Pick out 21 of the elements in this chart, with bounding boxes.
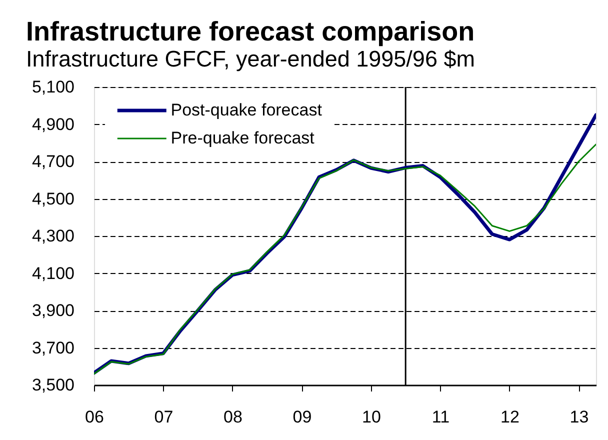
chart-title: Infrastructure forecast comparison [26, 16, 475, 46]
chart-subtitle: Infrastructure GFCF, year-ended 1995/96 $m [26, 46, 475, 72]
y-tick-label: 5,100 [32, 78, 74, 96]
x-tick-label: 11 [432, 408, 450, 426]
x-tick-label: 08 [224, 408, 242, 426]
x-tick-label: 10 [362, 408, 381, 426]
y-tick-label: 4,300 [32, 226, 74, 246]
legend-label: Pre-quake forecast [170, 128, 315, 148]
x-tick-label: 06 [85, 408, 104, 426]
y-tick-label: 3,500 [32, 376, 74, 394]
y-tick-label: 4,500 [32, 189, 74, 208]
legend-label: Post-quake forecast [170, 100, 322, 120]
x-tick-label: 09 [292, 408, 312, 426]
x-tick-label: 12 [500, 408, 520, 426]
y-tick-label: 4,100 [32, 264, 74, 283]
x-tick-label: 13 [570, 408, 589, 426]
y-tick-label: 4,700 [32, 152, 74, 171]
x-tick-label: 07 [154, 408, 174, 426]
y-tick-label: 3,900 [32, 301, 74, 320]
y-tick-label: 3,700 [32, 338, 74, 358]
y-tick-label: 4,900 [32, 114, 74, 134]
